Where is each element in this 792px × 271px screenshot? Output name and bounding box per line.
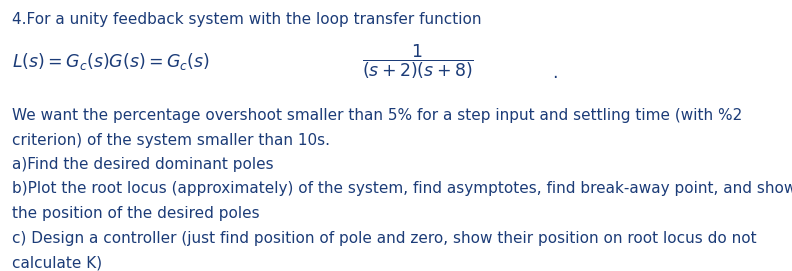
Text: the position of the desired poles: the position of the desired poles xyxy=(12,206,260,221)
Text: criterion) of the system smaller than 10s.: criterion) of the system smaller than 10… xyxy=(12,133,330,147)
Text: c) Design a controller (just find position of pole and zero, show their position: c) Design a controller (just find positi… xyxy=(12,231,756,246)
Text: .: . xyxy=(552,64,558,82)
Text: b)Plot the root locus (approximately) of the system, find asymptotes, find break: b)Plot the root locus (approximately) of… xyxy=(12,182,792,196)
Text: a)Find the desired dominant poles: a)Find the desired dominant poles xyxy=(12,157,273,172)
Text: $L(s) = G_c(s)G(s) = G_c(s)$: $L(s) = G_c(s)G(s) = G_c(s)$ xyxy=(12,51,210,73)
Text: We want the percentage overshoot smaller than 5% for a step input and settling t: We want the percentage overshoot smaller… xyxy=(12,108,742,123)
Text: $\dfrac{1}{(s + 2)(s + 8)}$: $\dfrac{1}{(s + 2)(s + 8)}$ xyxy=(362,43,474,81)
Text: calculate K): calculate K) xyxy=(12,255,102,270)
Text: 4.For a unity feedback system with the loop transfer function: 4.For a unity feedback system with the l… xyxy=(12,12,482,27)
